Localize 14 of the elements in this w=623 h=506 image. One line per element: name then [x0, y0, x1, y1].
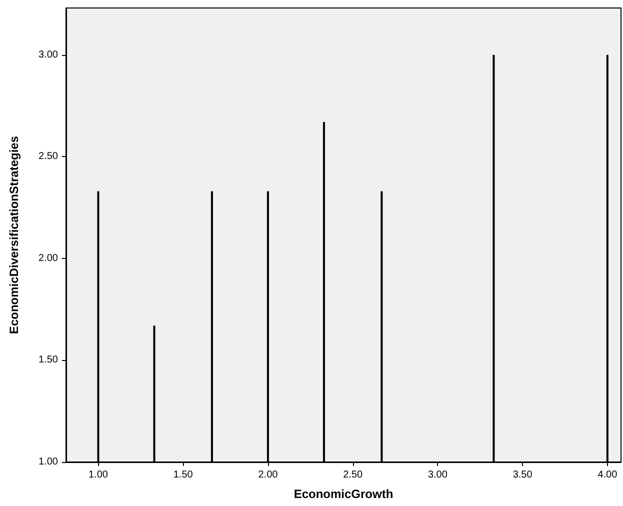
x-tick-label: 2.50 [343, 470, 363, 480]
y-tick-label: 2.50 [38, 151, 58, 162]
x-tick-label: 4.00 [598, 470, 618, 480]
y-tick-label: 2.00 [38, 252, 58, 264]
x-tick-label: 1.50 [173, 470, 194, 480]
x-tick-label: 3.50 [512, 470, 533, 480]
y-tick-label: 1.00 [38, 456, 58, 468]
x-tick-label: 1.00 [88, 470, 108, 480]
x-axis-title: EconomicGrowth [294, 487, 394, 501]
y-axis-title: EconomicDiversificationStrategies [7, 136, 21, 334]
x-tick-label: 3.00 [428, 470, 448, 480]
y-tick-label: 1.50 [38, 354, 58, 366]
y-tick-label: 3.00 [38, 49, 58, 60]
x-tick-label: 2.00 [258, 470, 278, 480]
